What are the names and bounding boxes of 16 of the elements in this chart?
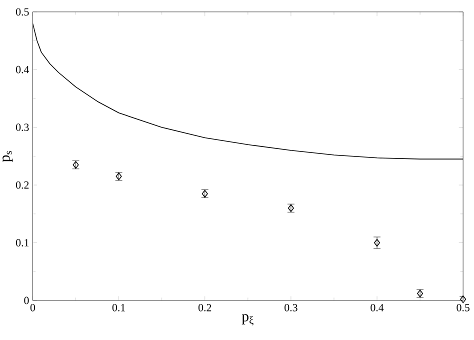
point [460,295,466,304]
x-tick-label: 0.1 [112,304,125,312]
x-tick-label: 0.2 [198,304,212,312]
x-tick-label: 0.3 [284,304,298,312]
y-axis-title: p$_{s}$ [2,151,13,162]
x-tick-label: 0.5 [456,304,470,312]
y-tick-label: 0.5 [16,8,29,16]
y-tick-label: 0.2 [16,181,29,189]
y-tick-label: 0.3 [16,124,29,131]
x-axis-title: p$_{ξ}$ [242,314,254,326]
y-tick-label: 0 [24,296,29,304]
y-tick-label: 0.1 [16,238,29,246]
point [374,238,380,247]
y-tick-label: 0.4 [16,66,30,74]
x-tick-label: 0 [30,304,36,312]
x-tick-label: 0.4 [370,304,384,312]
